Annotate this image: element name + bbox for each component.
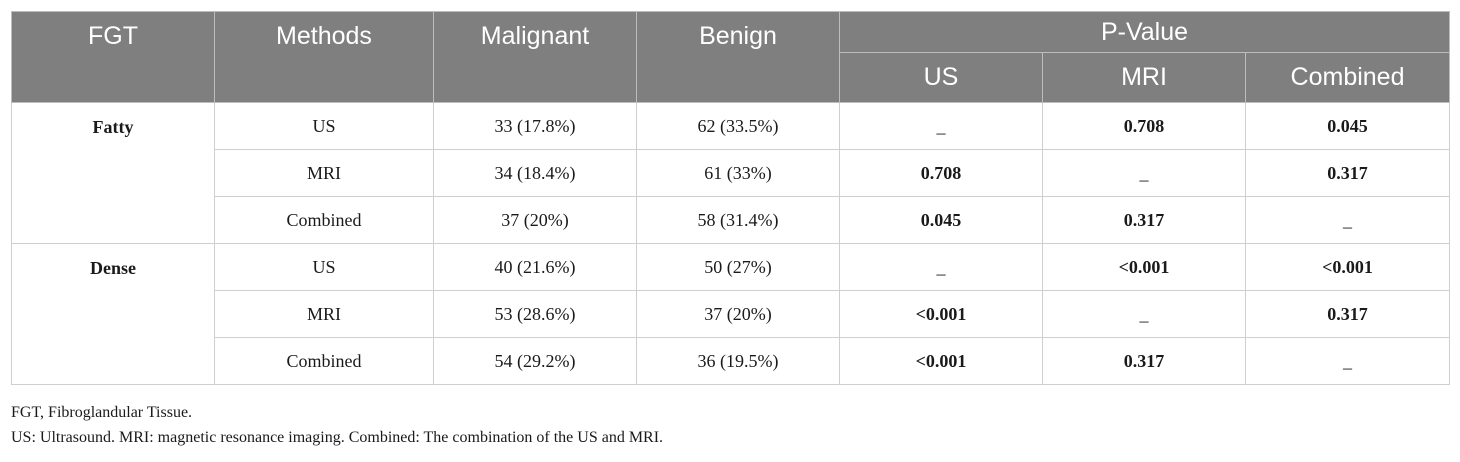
group-label-fatty: Fatty (11, 102, 215, 244)
header-row-2: US MRI Combined (12, 52, 1451, 103)
header-pvalue-us: US (839, 52, 1043, 103)
cell-p-us: 0.045 (839, 196, 1043, 244)
header-pvalue-mri: MRI (1042, 52, 1246, 103)
cell-p-combined: 0.317 (1244, 290, 1451, 338)
cell-p-combined: <0.001 (1244, 243, 1451, 291)
table-header: FGT Methods Malignant Benign P-Value US … (11, 11, 1451, 103)
cell-p-mri: 0.317 (1042, 196, 1246, 244)
cell-p-combined: _ (1244, 337, 1451, 385)
footnote-abbreviation: FGT, Fibroglandular Tissue. (11, 404, 193, 421)
cell-method: MRI (214, 149, 434, 197)
cell-malignant: 33 (17.8%) (433, 102, 637, 150)
table-row: Fatty US 33 (17.8%) 62 (33.5%) _ 0.708 0… (11, 102, 1451, 244)
cell-method: Combined (214, 196, 434, 244)
cell-p-mri: 0.317 (1042, 337, 1246, 385)
cell-benign: 37 (20%) (636, 290, 840, 338)
cell-benign: 58 (31.4%) (636, 196, 840, 244)
cell-malignant: 53 (28.6%) (433, 290, 637, 338)
cell-malignant: 37 (20%) (433, 196, 637, 244)
cell-benign: 36 (19.5%) (636, 337, 840, 385)
header-fgt: FGT (11, 11, 215, 103)
header-pvalue-combined: Combined (1244, 52, 1451, 103)
table-row: MRI 53 (28.6%) 37 (20%) <0.001 _ 0.317 (12, 290, 1451, 338)
cell-p-mri: _ (1042, 149, 1246, 197)
table-row: Combined 54 (29.2%) 36 (19.5%) <0.001 0.… (12, 337, 1451, 385)
cell-p-us: _ (839, 102, 1043, 150)
cell-method: US (214, 102, 434, 150)
header-row-1: FGT Methods Malignant Benign P-Value (11, 11, 1451, 103)
cell-benign: 62 (33.5%) (636, 102, 840, 150)
cell-p-combined: 0.317 (1244, 149, 1451, 197)
header-methods: Methods (214, 11, 434, 103)
group-label-dense: Dense (11, 243, 215, 385)
header-benign: Benign (636, 11, 840, 103)
cell-method: MRI (214, 290, 434, 338)
header-pvalue: P-Value (838, 11, 1451, 53)
cell-p-combined: _ (1244, 196, 1451, 244)
cell-p-us: <0.001 (839, 290, 1043, 338)
cell-malignant: 40 (21.6%) (433, 243, 637, 291)
cell-method: Combined (214, 337, 434, 385)
cell-p-mri: 0.708 (1042, 102, 1246, 150)
results-table-container: FGT Methods Malignant Benign P-Value US … (11, 11, 1451, 385)
cell-benign: 50 (27%) (636, 243, 840, 291)
cell-benign: 61 (33%) (636, 149, 840, 197)
table-row: Dense US 40 (21.6%) 50 (27%) _ <0.001 <0… (11, 243, 1451, 385)
cell-malignant: 34 (18.4%) (433, 149, 637, 197)
cell-p-us: _ (839, 243, 1043, 291)
table-row: Combined 37 (20%) 58 (31.4%) 0.045 0.317… (12, 196, 1451, 244)
footnote-definitions: US: Ultrasound. MRI: magnetic resonance … (11, 429, 664, 446)
cell-malignant: 54 (29.2%) (433, 337, 637, 385)
table-row: MRI 34 (18.4%) 61 (33%) 0.708 _ 0.317 (12, 149, 1451, 197)
cell-p-us: <0.001 (839, 337, 1043, 385)
header-malignant: Malignant (433, 11, 637, 103)
cell-p-us: 0.708 (839, 149, 1043, 197)
table-body: Fatty US 33 (17.8%) 62 (33.5%) _ 0.708 0… (11, 102, 1451, 385)
cell-p-mri: _ (1042, 290, 1246, 338)
cell-method: US (214, 243, 434, 291)
results-table: FGT Methods Malignant Benign P-Value US … (11, 11, 1451, 385)
cell-p-mri: <0.001 (1042, 243, 1246, 291)
cell-p-combined: 0.045 (1244, 102, 1451, 150)
